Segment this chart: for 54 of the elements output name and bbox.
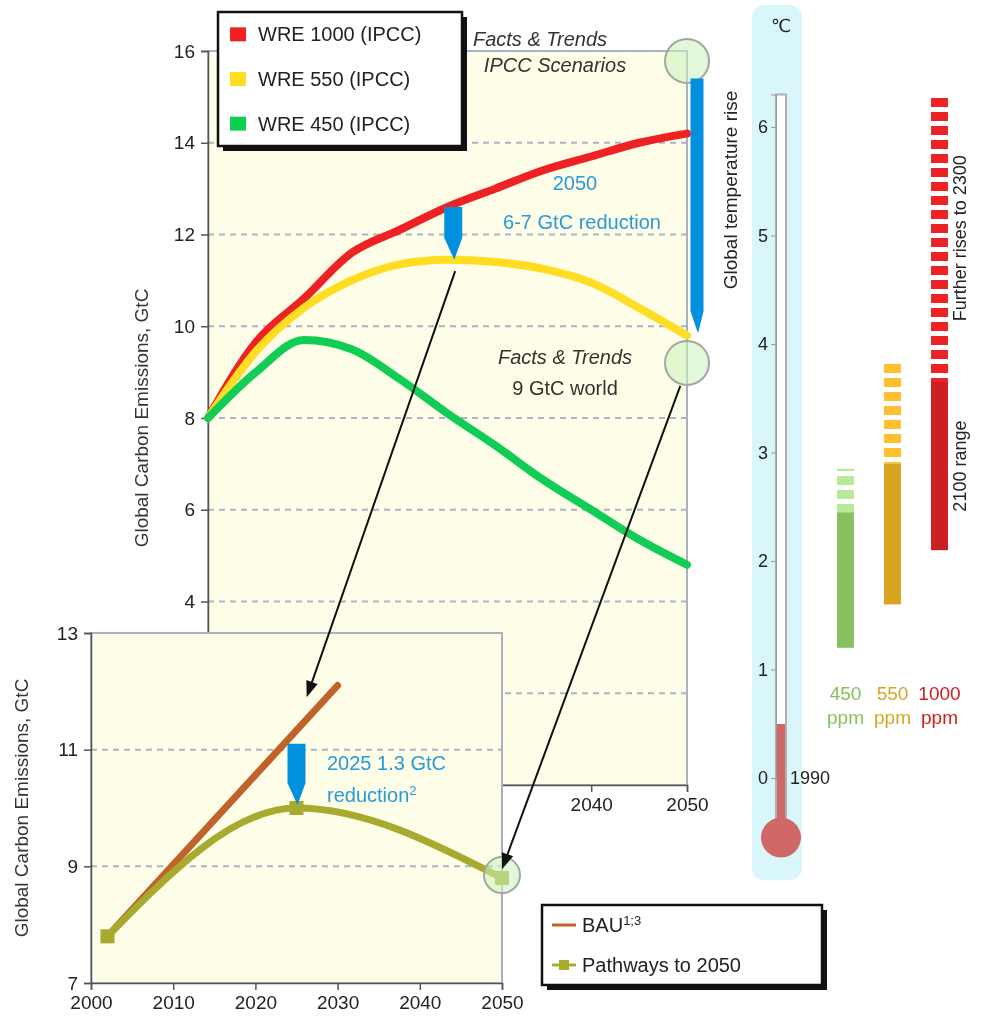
bar bbox=[837, 468, 854, 513]
x-tick-label: 450 ppm bbox=[827, 683, 864, 728]
y-tick-label: 6 bbox=[757, 117, 768, 138]
y-axis-title: Global Carbon Emissions, GtC bbox=[131, 288, 152, 548]
y-tick-label: 3 bbox=[757, 442, 768, 463]
legend-label: WRE 1000 (IPCC) bbox=[258, 23, 422, 46]
y-tick-label: 12 bbox=[173, 224, 195, 246]
bar bbox=[884, 463, 901, 605]
x-tick-label: 1000 ppm bbox=[918, 683, 961, 728]
x-tick-label: 550 ppm bbox=[874, 683, 911, 728]
annotation: Facts & Trends bbox=[497, 346, 633, 368]
y-tick-label: 7 bbox=[67, 972, 78, 994]
annotation: 2025 1.3 GtC bbox=[327, 752, 446, 774]
annotation: 9 GtC world bbox=[512, 377, 618, 399]
y-tick-label: 13 bbox=[56, 622, 78, 644]
y-tick-label: 4 bbox=[184, 591, 196, 613]
y-tick-label: 1 bbox=[757, 659, 768, 680]
x-tick-label: 2040 bbox=[570, 794, 613, 816]
legend-label: WRE 450 (IPCC) bbox=[258, 112, 411, 135]
annotation: 6-7 GtC reduction bbox=[503, 211, 661, 233]
point bbox=[289, 801, 304, 815]
annotation: IPCC Scenarios bbox=[483, 54, 627, 76]
bar bbox=[837, 512, 854, 648]
y-tick-label: 2 bbox=[757, 551, 768, 572]
text: ℃ bbox=[770, 16, 792, 36]
y-tick-label: 10 bbox=[173, 315, 195, 337]
y-tick-label: 5 bbox=[757, 225, 768, 246]
legend-label: BAU$^{1;3}$ bbox=[582, 912, 642, 936]
x-tick-label: 2010 bbox=[152, 992, 195, 1014]
x-tick-label: 2050 bbox=[481, 992, 524, 1014]
legend-label: Pathways to 2050 bbox=[582, 954, 741, 976]
y-tick-label: 14 bbox=[173, 132, 196, 154]
y-tick-label: 9 bbox=[67, 855, 78, 877]
text: Facts & Trends bbox=[472, 28, 608, 50]
y-tick-label: 4 bbox=[757, 334, 768, 355]
y-tick-label: 6 bbox=[184, 499, 195, 521]
bar bbox=[931, 382, 948, 551]
x-tick-label: 2020 bbox=[234, 992, 278, 1014]
annotation: 1990 bbox=[790, 768, 831, 788]
x-tick-label: 2000 bbox=[70, 992, 113, 1014]
point bbox=[100, 929, 115, 944]
legend-label: WRE 550 (IPCC) bbox=[258, 68, 411, 90]
y-axis-title: Global temperature rise bbox=[720, 90, 741, 290]
annotation: 2050 bbox=[552, 172, 598, 194]
annotation: reduction$^{2}$ bbox=[327, 782, 417, 806]
text: Further rises to 2300 bbox=[949, 155, 970, 322]
y-axis-title: Global Carbon Emissions, GtC bbox=[11, 678, 32, 938]
text: 2100 range bbox=[949, 420, 970, 512]
y-tick-label: 16 bbox=[173, 40, 195, 62]
x-tick-label: 2040 bbox=[399, 992, 442, 1014]
y-tick-label: 11 bbox=[58, 739, 78, 761]
y-tick-label: 0 bbox=[757, 768, 768, 789]
y-tick-label: 8 bbox=[184, 407, 195, 429]
x-tick-label: 2030 bbox=[316, 992, 360, 1014]
